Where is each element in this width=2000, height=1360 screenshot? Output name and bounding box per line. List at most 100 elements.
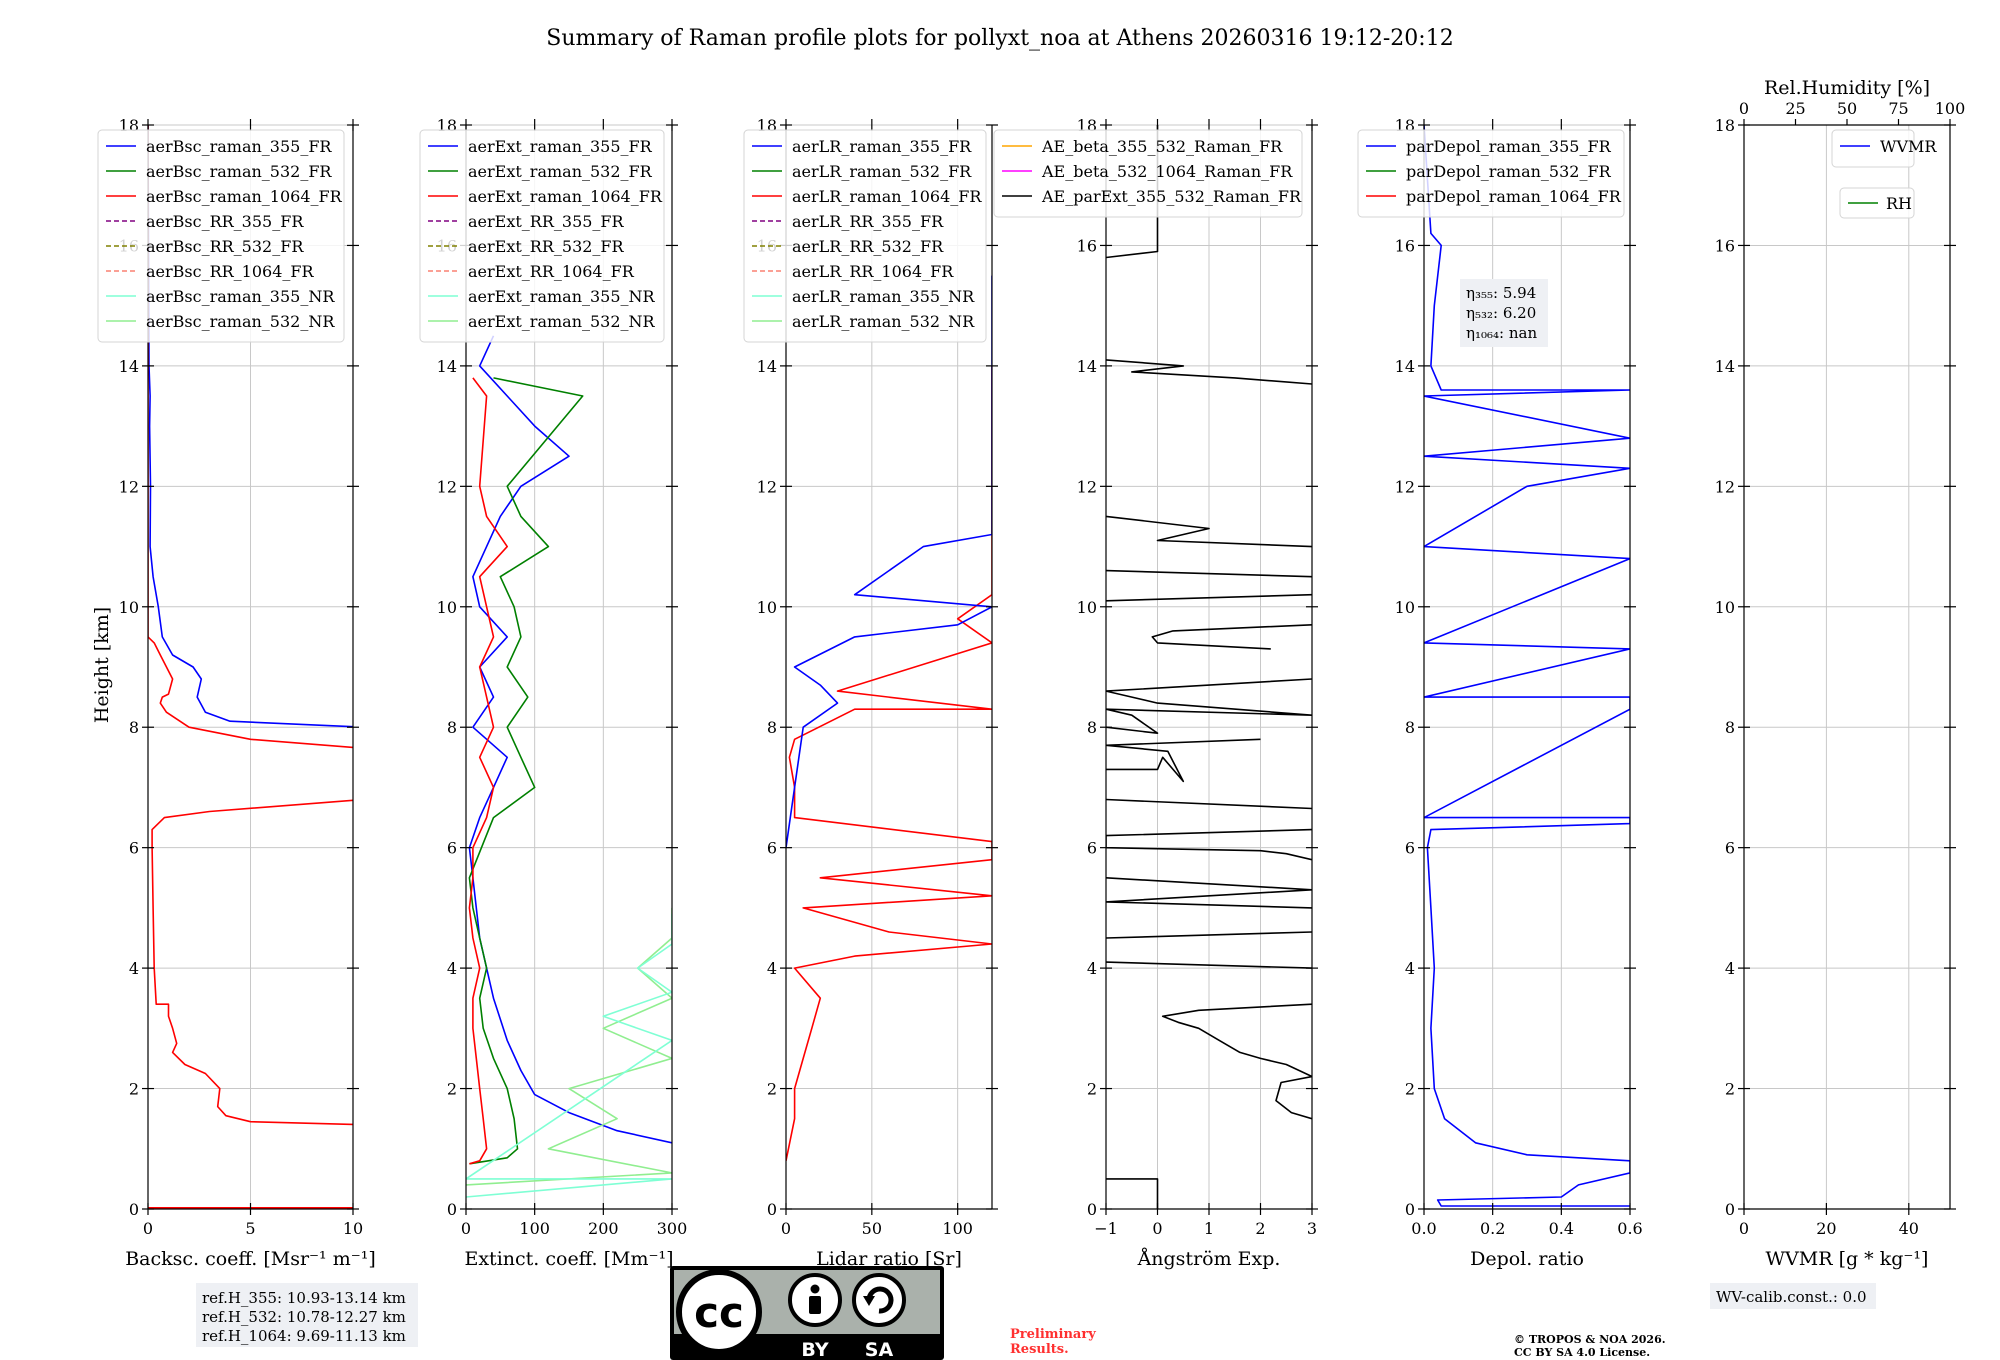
series-line-aerBsc_raman_1064_FR_c	[148, 125, 353, 749]
series-line-aerLR_raman_355_FR	[786, 275, 992, 848]
ref-height-1064: ref.H_1064: 9.69-11.13 km	[202, 1327, 406, 1345]
by-person-body	[809, 1296, 821, 1314]
panel-3: 024681012141618050100Lidar ratio [Sr]aer…	[743, 116, 998, 1270]
x-axis-label: Backsc. coeff. [Msr⁻¹ m⁻¹]	[125, 1248, 376, 1270]
legend-entry: aerLR_raman_355_FR	[792, 137, 972, 156]
y-axis-label: Height [km]	[91, 607, 113, 723]
legend-box	[1357, 129, 1625, 218]
y-tick-label: 12	[119, 477, 139, 496]
sa-label: SA	[865, 1339, 894, 1360]
x2-axis-label: Rel.Humidity [%]	[1764, 77, 1930, 99]
y-tick-label: 14	[119, 357, 139, 376]
legend-entry: aerBsc_raman_355_FR	[146, 137, 332, 156]
series-group	[466, 335, 672, 1198]
x-axis-label: WVMR [g * kg⁻¹]	[1766, 1248, 1929, 1270]
x-tick-label: 0	[1739, 1219, 1749, 1238]
y-tick-label: 8	[129, 718, 139, 737]
legend-entry: aerBsc_RR_1064_FR	[146, 262, 315, 281]
x-tick-label: 100	[519, 1219, 550, 1238]
series-line-AE_parExt_355_532_Raman_FR_n	[1106, 359, 1312, 385]
x-tick-label: 0	[143, 1219, 153, 1238]
figure-title: Summary of Raman profile plots for polly…	[546, 26, 1453, 51]
legend-entry: AE_beta_355_532_Raman_FR	[1041, 137, 1283, 156]
y-tick-label: 12	[1077, 477, 1097, 496]
series-line-aerBsc_raman_1064_FR_b	[151, 799, 353, 1126]
y-tick-label: 10	[119, 598, 139, 617]
x-tick-label: 0.4	[1549, 1219, 1574, 1238]
legend-box	[419, 129, 665, 343]
y-tick-label: 0	[1087, 1200, 1097, 1219]
y-tick-label: 8	[1405, 718, 1415, 737]
x-tick-label: 3	[1307, 1219, 1317, 1238]
legend-entry: aerLR_RR_532_FR	[792, 237, 944, 256]
panel-2: 0246810121416180100200300Extinct. coeff.…	[419, 116, 687, 1270]
y-tick-label: 14	[1395, 357, 1415, 376]
y-tick-label: 18	[1715, 116, 1735, 135]
wv-calib-text: WV-calib.const.: 0.0	[1716, 1288, 1867, 1306]
legend-entry: aerBsc_raman_355_NR	[146, 287, 335, 306]
y-tick-label: 6	[767, 839, 777, 858]
copyright-line-2: CC BY SA 4.0 License.	[1514, 1346, 1650, 1359]
y-tick-label: 10	[1077, 598, 1097, 617]
y-tick-label: 16	[1715, 236, 1735, 255]
by-person-head	[810, 1284, 820, 1294]
eta-annotation: η₃₅₅: 5.94 η₅₃₂: 6.20 η₁₀₆₄: nan	[1460, 279, 1548, 347]
series-line-AE_parExt_355_532_Raman_FR_g	[1106, 798, 1312, 810]
x-tick-label: 40	[1899, 1219, 1919, 1238]
x2-tick-label: 0	[1739, 99, 1749, 118]
series-line-AE_parExt_355_532_Raman_FR_i	[1106, 678, 1312, 735]
y-tick-label: 2	[767, 1080, 777, 1099]
y-tick-label: 6	[447, 839, 457, 858]
x-tick-label: 0.6	[1617, 1219, 1642, 1238]
x-tick-label: 200	[588, 1219, 619, 1238]
x2-tick-label: 25	[1785, 99, 1805, 118]
legend-entry: aerLR_raman_355_NR	[792, 287, 975, 306]
cc-circle-icon	[676, 1269, 762, 1355]
x2-tick-label: 75	[1888, 99, 1908, 118]
x-tick-label: 10	[343, 1219, 363, 1238]
series-group	[1106, 125, 1312, 1209]
series-group	[1424, 125, 1630, 1207]
legend-box	[743, 129, 987, 343]
ref-height-355: ref.H_355: 10.93-13.14 km	[202, 1289, 406, 1307]
series-line-aerExt_raman_532_FR	[468, 377, 584, 1165]
wv-calib-box: WV-calib.const.: 0.0	[1710, 1283, 1876, 1309]
y-tick-label: 6	[1087, 839, 1097, 858]
panels-group: 0246810121416180510Backsc. coeff. [Msr⁻¹…	[97, 77, 1966, 1270]
y-tick-label: 12	[437, 477, 457, 496]
series-line-aerLR_raman_1064_FR	[786, 365, 992, 1161]
y-tick-label: 10	[757, 598, 777, 617]
series-group	[786, 275, 992, 1161]
legend-entry: aerExt_raman_355_FR	[468, 137, 653, 156]
series-line-AE_parExt_355_532_Raman_FR_a	[1106, 1178, 1159, 1209]
cc-license-logo: cc BY SA	[670, 1266, 944, 1360]
preliminary-line-2: Results.	[1010, 1342, 1069, 1357]
x2-tick-label: 100	[1935, 99, 1966, 118]
ref-heights-box: ref.H_355: 10.93-13.14 km ref.H_532: 10.…	[196, 1283, 418, 1347]
y-tick-label: 4	[1087, 959, 1097, 978]
legend-entry: aerExt_raman_355_NR	[468, 287, 656, 306]
series-group	[148, 125, 353, 1209]
y-tick-label: 2	[1087, 1080, 1097, 1099]
y-tick-label: 10	[437, 598, 457, 617]
x-tick-label: 5	[245, 1219, 255, 1238]
panel-1: 0246810121416180510Backsc. coeff. [Msr⁻¹…	[97, 116, 376, 1270]
legend-box	[1831, 129, 1915, 168]
legend-entry: aerBsc_RR_532_FR	[146, 237, 304, 256]
copyright-line-1: © TROPOS & NOA 2026.	[1514, 1333, 1666, 1346]
legend-entry: aerLR_raman_532_FR	[792, 162, 972, 181]
y-tick-label: 0	[1405, 1200, 1415, 1219]
legend-entry: aerLR_RR_355_FR	[792, 212, 944, 231]
y-tick-label: 14	[757, 357, 777, 376]
legend-entry: aerBsc_raman_1064_FR	[146, 187, 343, 206]
by-label: BY	[801, 1339, 828, 1360]
series-line-AE_parExt_355_532_Raman_FR_j	[1151, 624, 1312, 650]
y-tick-label: 2	[129, 1080, 139, 1099]
y-tick-label: 0	[767, 1200, 777, 1219]
legend-entry: AE_parExt_355_532_Raman_FR	[1041, 187, 1302, 206]
y-tick-label: 12	[1715, 477, 1735, 496]
series-line-parDepol_raman_355_FR	[1424, 125, 1630, 1207]
